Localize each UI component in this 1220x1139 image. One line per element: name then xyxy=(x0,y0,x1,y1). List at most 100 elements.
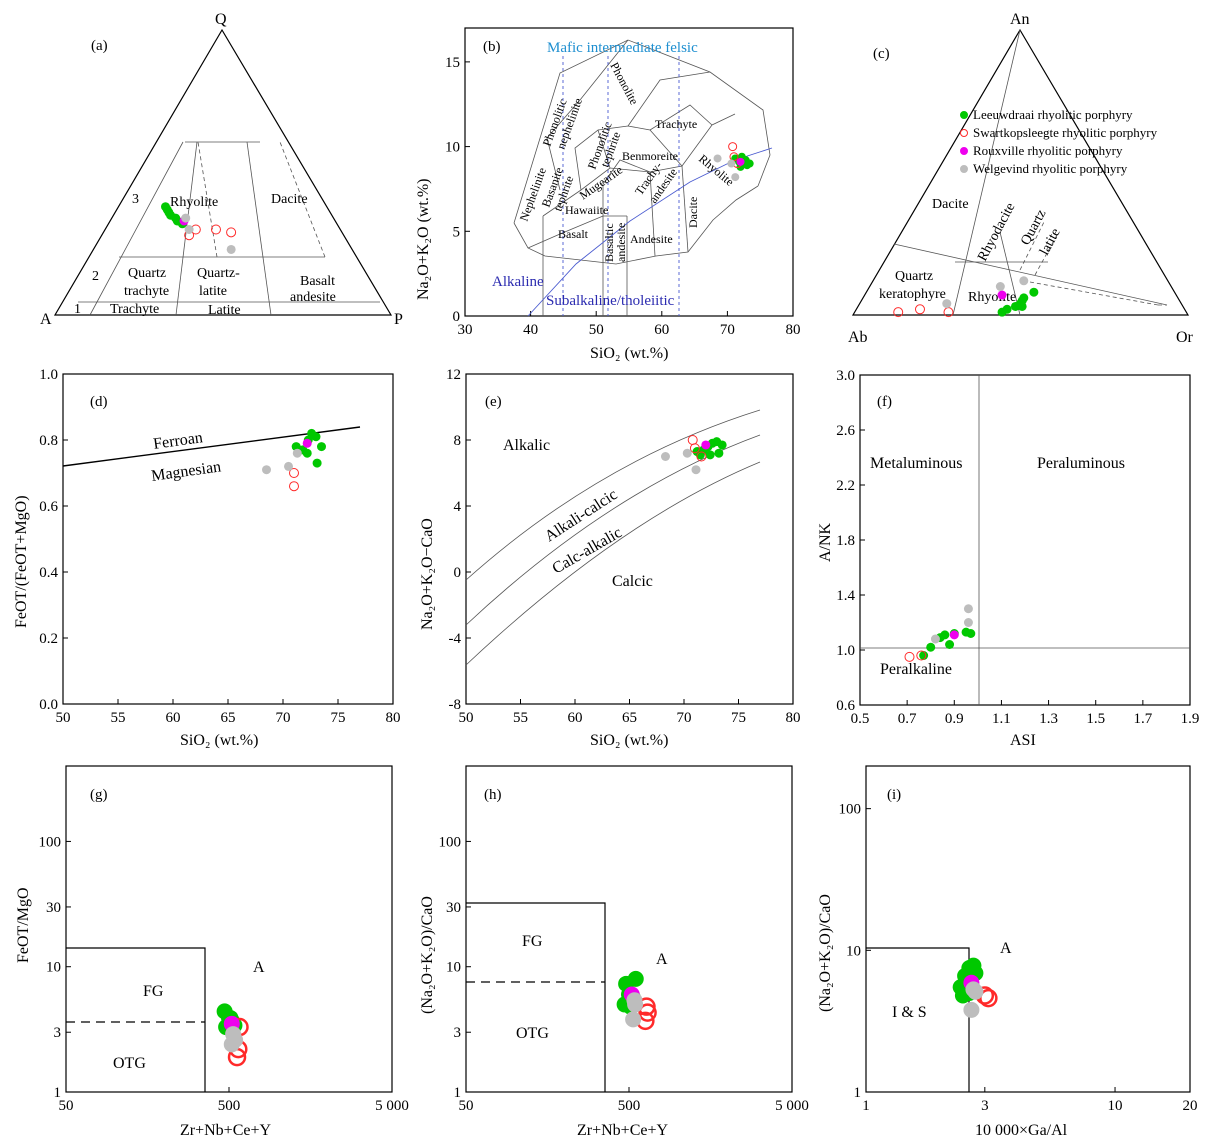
data-point xyxy=(227,228,236,237)
panel-g-otg: OTG xyxy=(113,1055,146,1072)
y-tick-label: 0 xyxy=(454,565,462,581)
field-phonolite: Phonolite xyxy=(607,60,641,107)
field-1: 1 xyxy=(74,302,81,317)
y-tick-label: 0.4 xyxy=(39,565,58,581)
y-tick-label: 5 xyxy=(453,224,461,240)
data-point xyxy=(290,482,299,491)
panel-b-ylabel: Na₂O+K₂O (wt.%) xyxy=(415,179,432,300)
field-qk-2: keratophyre xyxy=(879,287,946,302)
panel-i-label: (i) xyxy=(887,787,901,803)
x-tick-label: 80 xyxy=(786,710,801,726)
data-point xyxy=(942,299,951,308)
data-point xyxy=(729,143,737,151)
data-point xyxy=(963,1002,979,1018)
y-tick-label: 2.6 xyxy=(836,423,855,439)
y-tick-label: 0.8 xyxy=(39,433,58,449)
field-rhyolite-c: Rhyolite xyxy=(968,290,1016,305)
x-tick-label: 70 xyxy=(720,322,735,338)
x-tick-label: 1.7 xyxy=(1133,711,1152,727)
y-tick-label: -8 xyxy=(449,697,462,713)
data-point xyxy=(967,984,983,1000)
panel-h-a: A xyxy=(656,951,668,968)
x-tick-label: 500 xyxy=(618,1098,641,1114)
y-tick-label: 10 xyxy=(446,960,461,976)
field-benmoreite: Benmoreite xyxy=(622,149,678,163)
data-point xyxy=(224,1036,240,1052)
x-tick-label: 20 xyxy=(1183,1098,1198,1114)
vertex-a: A xyxy=(40,311,52,328)
field-andesite: andesite xyxy=(290,290,336,305)
y-tick-label: 1.4 xyxy=(836,588,855,604)
panel-h-points xyxy=(617,971,656,1029)
y-tick-label: 8 xyxy=(454,433,462,449)
data-point xyxy=(688,436,697,445)
panel-h-xlabel: Zr+Nb+Ce+Y xyxy=(577,1122,669,1139)
panel-f-xlabel: ASI xyxy=(1010,732,1036,749)
y-tick-label: 1 xyxy=(54,1085,62,1101)
x-tick-label: 65 xyxy=(221,710,236,726)
data-point xyxy=(940,630,949,639)
data-point xyxy=(926,643,935,652)
panel-g-fg: FG xyxy=(143,983,164,1000)
y-tick-label: 0.6 xyxy=(39,499,58,515)
x-tick-label: 70 xyxy=(276,710,291,726)
panel-b-label: (b) xyxy=(483,39,501,55)
panel-b-alkaline: Alkaline xyxy=(492,274,544,290)
data-point xyxy=(964,604,973,613)
data-point xyxy=(701,440,710,449)
y-tick-label: 1 xyxy=(854,1085,862,1101)
data-point xyxy=(714,154,722,162)
panel-f-ylabel: A/NK xyxy=(817,522,834,562)
panel-e-ticks: 50 55 60 65 70 75 80-8-404812 xyxy=(446,367,801,726)
y-tick-label: 2.2 xyxy=(836,478,855,494)
field-rhyolite: Rhyolite xyxy=(170,195,218,210)
x-tick-label: 10 xyxy=(1108,1098,1123,1114)
data-point xyxy=(1018,302,1027,311)
legend-marker xyxy=(961,112,968,119)
panel-b-subalkaline: Subalkaline/tholeiitic xyxy=(546,293,675,309)
field-quartz-trachyte-2: trachyte xyxy=(124,284,169,299)
data-point xyxy=(691,465,700,474)
y-tick-label: 30 xyxy=(446,900,461,916)
panel-f-peraluminous: Peraluminous xyxy=(1037,455,1125,472)
y-tick-label: 10 xyxy=(445,140,460,156)
y-tick-label: 10 xyxy=(846,943,861,959)
field-quartz-latite-1: Quartz- xyxy=(197,266,240,281)
panel-i-points xyxy=(953,958,997,1018)
panel-i-a: A xyxy=(1000,940,1012,957)
panel-d-magnesian: Magnesian xyxy=(150,458,222,485)
x-tick-label: 1.3 xyxy=(1039,711,1058,727)
field-mugearite: Mugearite xyxy=(577,163,625,203)
field-dacite-b: Dacite xyxy=(686,197,700,228)
panel-g-a: A xyxy=(253,959,265,976)
data-point xyxy=(211,225,220,234)
data-point xyxy=(919,651,928,660)
field-quartz-latite-c2: latite xyxy=(1037,226,1063,258)
data-point xyxy=(312,432,321,441)
x-tick-label: 70 xyxy=(677,710,692,726)
field-dacite: Dacite xyxy=(271,192,308,207)
vertex-p: P xyxy=(394,311,403,328)
legend-label: Welgevind rhyolitic porphyry xyxy=(973,161,1128,176)
y-tick-label: -4 xyxy=(449,631,462,647)
y-tick-label: 100 xyxy=(439,834,462,850)
panel-d-feo-diagram: 50 55 60 65 70 75 80 0.0 0.2 0.4 0.6 0.8 1.0 (d) Fer… xyxy=(13,367,401,749)
legend-label: Swartkopsleegte rhyolitic porphyry xyxy=(973,125,1158,140)
data-point xyxy=(966,629,975,638)
data-point xyxy=(313,459,322,468)
data-point xyxy=(1019,276,1028,285)
data-point xyxy=(284,462,293,471)
data-point xyxy=(964,618,973,627)
panel-g-ylabel: FeOT/MgO xyxy=(15,887,32,963)
y-tick-label: 0.2 xyxy=(39,631,58,647)
data-point xyxy=(181,214,190,223)
x-tick-label: 0.9 xyxy=(945,711,964,727)
panel-d-label: (d) xyxy=(90,394,108,410)
data-point xyxy=(185,225,194,234)
field-qk-1: Quartz xyxy=(895,269,933,284)
data-point xyxy=(303,439,312,448)
y-tick-label: 0.6 xyxy=(836,698,855,714)
panel-a-label: (a) xyxy=(91,38,108,54)
